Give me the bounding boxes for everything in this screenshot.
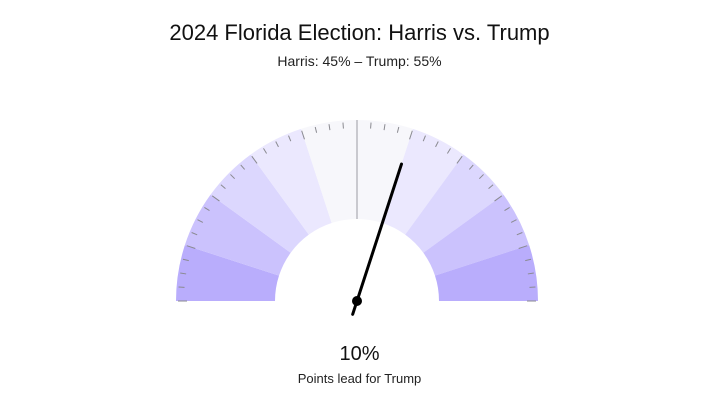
gauge-band-8 [423, 194, 530, 276]
chart-subtitle: Harris: 45% – Trump: 55% [277, 53, 442, 69]
gauge-tick-11 [240, 164, 246, 170]
gauge-tick-3 [182, 258, 189, 262]
gauge-band-0 [176, 245, 280, 301]
gauge-tick-24 [409, 130, 413, 140]
gauge-tick-18 [328, 124, 331, 131]
gauge-tick-31 [488, 184, 494, 190]
gauge-band-3 [250, 128, 332, 235]
gauge-tick-37 [525, 258, 532, 262]
gauge-band-2 [210, 154, 309, 253]
gauge-tick-23 [396, 126, 400, 133]
gauge-band-7 [405, 154, 504, 253]
gauge-tick-27 [446, 148, 451, 154]
gauge-band-9 [434, 245, 539, 301]
gauge-caption: Points lead for Trump [297, 371, 422, 386]
gauge-tick-15 [288, 135, 292, 142]
gauge-tick-26 [435, 141, 439, 148]
gauge-tick-16 [301, 130, 305, 140]
gauge-band-4 [301, 120, 357, 224]
gauge-tick-28 [456, 155, 463, 164]
gauge-tick-22 [383, 124, 386, 131]
gauge-tick-7 [204, 207, 210, 212]
gauge-tick-5 [191, 232, 198, 236]
gauge-tick-36 [518, 245, 528, 249]
gauge-tick-12 [251, 155, 258, 164]
gauge-bands [176, 120, 539, 301]
gauge-tick-32 [494, 195, 503, 202]
gauge-tick-2 [180, 272, 187, 275]
gauge-tick-34 [510, 219, 517, 223]
gauge-ticks [178, 122, 536, 302]
gauge-needle [351, 162, 403, 316]
gauge-tick-9 [220, 184, 226, 190]
gauge-tick-10 [230, 174, 236, 180]
gauge-tick-25 [422, 135, 426, 142]
gauge-tick-33 [504, 207, 510, 212]
gauge-tick-29 [468, 164, 474, 170]
gauge-tick-8 [211, 195, 220, 202]
gauge-tick-17 [314, 126, 318, 133]
gauge-tick-14 [275, 141, 279, 148]
gauge-tick-38 [527, 272, 534, 275]
gauge-value-label: 10% [339, 343, 380, 365]
gauge-band-1 [184, 194, 291, 276]
gauge-needle-hub [352, 296, 362, 306]
gauge-tick-30 [478, 174, 484, 180]
gauge-tick-6 [197, 219, 204, 223]
gauge-tick-4 [186, 245, 196, 249]
gauge-band-5 [357, 120, 413, 224]
gauge-band-6 [382, 128, 464, 235]
chart-title: 2024 Florida Election: Harris vs. Trump [169, 20, 550, 45]
gauge-tick-13 [263, 148, 268, 154]
gauge-tick-35 [516, 232, 523, 236]
